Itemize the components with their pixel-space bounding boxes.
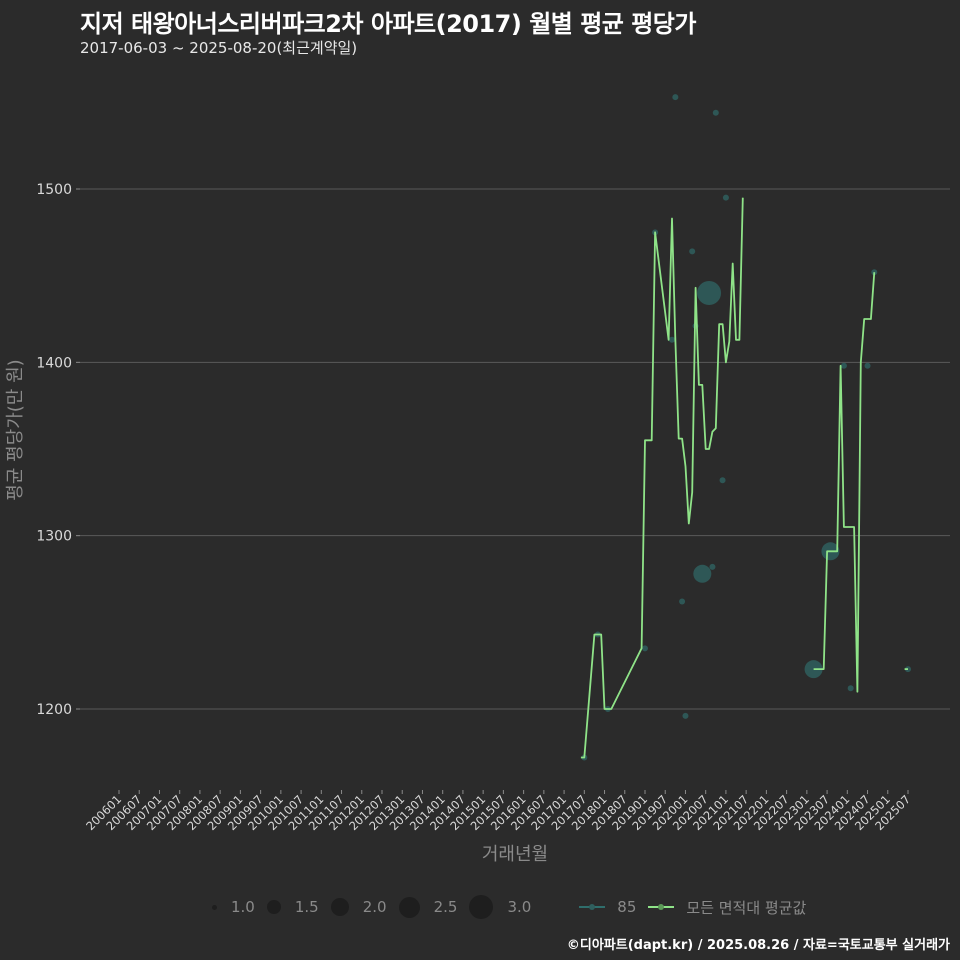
size-dot-icon xyxy=(469,895,494,919)
legend-size-3: 2.0 xyxy=(330,898,387,916)
legend: 1.0 1.5 2.0 2.5 3.0 85 모든 면적대 평균값 xyxy=(200,894,818,920)
legend-series-avg: 모든 면적대 평균값 xyxy=(648,897,806,918)
data-point xyxy=(864,362,871,369)
y-tick-label: 1200 xyxy=(36,702,72,718)
data-point xyxy=(719,477,726,484)
legend-series-label: 85 xyxy=(617,898,637,916)
data-point xyxy=(712,109,719,116)
source-credit: ©디아파트(dapt.kr) / 2025.08.26 / 자료=국토교통부 실… xyxy=(566,938,950,953)
teal-line-icon xyxy=(579,904,606,910)
data-point xyxy=(709,563,716,570)
legend-size-label: 2.5 xyxy=(433,898,458,916)
legend-size-label: 1.5 xyxy=(294,898,319,916)
legend-size-label: 3.0 xyxy=(507,898,532,916)
legend-size-label: 2.0 xyxy=(362,898,387,916)
y-axis-label: 평균 평당가(만 원) xyxy=(5,359,26,501)
data-point xyxy=(668,336,675,343)
data-point xyxy=(697,281,722,306)
avg-price-line xyxy=(580,197,744,759)
legend-size-1: 1.0 xyxy=(200,898,255,916)
avg-price-line xyxy=(813,272,876,693)
data-point xyxy=(682,712,689,719)
legend-series-label: 모든 면적대 평균값 xyxy=(686,898,807,917)
data-point xyxy=(722,194,729,201)
legend-size-4: 2.5 xyxy=(398,896,458,918)
data-point xyxy=(642,645,648,652)
data-point xyxy=(804,660,823,679)
y-tick-label: 1500 xyxy=(36,182,72,198)
green-line-icon xyxy=(648,904,675,910)
y-tick-label: 1300 xyxy=(36,529,72,545)
legend-size-5: 3.0 xyxy=(469,895,531,919)
y-tick-label: 1400 xyxy=(36,355,72,371)
legend-size-2: 1.5 xyxy=(266,898,319,916)
x-axis-label: 거래년월 xyxy=(481,844,549,865)
legend-series-85: 85 xyxy=(579,898,636,916)
size-dot-icon xyxy=(398,896,420,918)
chart-title: 지저 태왕아너스리버파크2차 아파트(2017) 월별 평균 평당가 xyxy=(80,10,696,38)
size-dot-icon xyxy=(212,904,217,910)
size-dot-icon xyxy=(330,898,349,916)
data-point xyxy=(693,564,712,583)
chart-subtitle: 2017-06-03 ~ 2025-08-20(최근계약일) xyxy=(80,39,358,57)
data-point xyxy=(672,94,679,101)
data-point xyxy=(847,685,854,692)
size-dot-icon xyxy=(266,900,281,914)
legend-size-label: 1.0 xyxy=(231,898,255,916)
data-point xyxy=(679,598,686,605)
data-point xyxy=(840,362,847,369)
data-point xyxy=(689,248,696,255)
